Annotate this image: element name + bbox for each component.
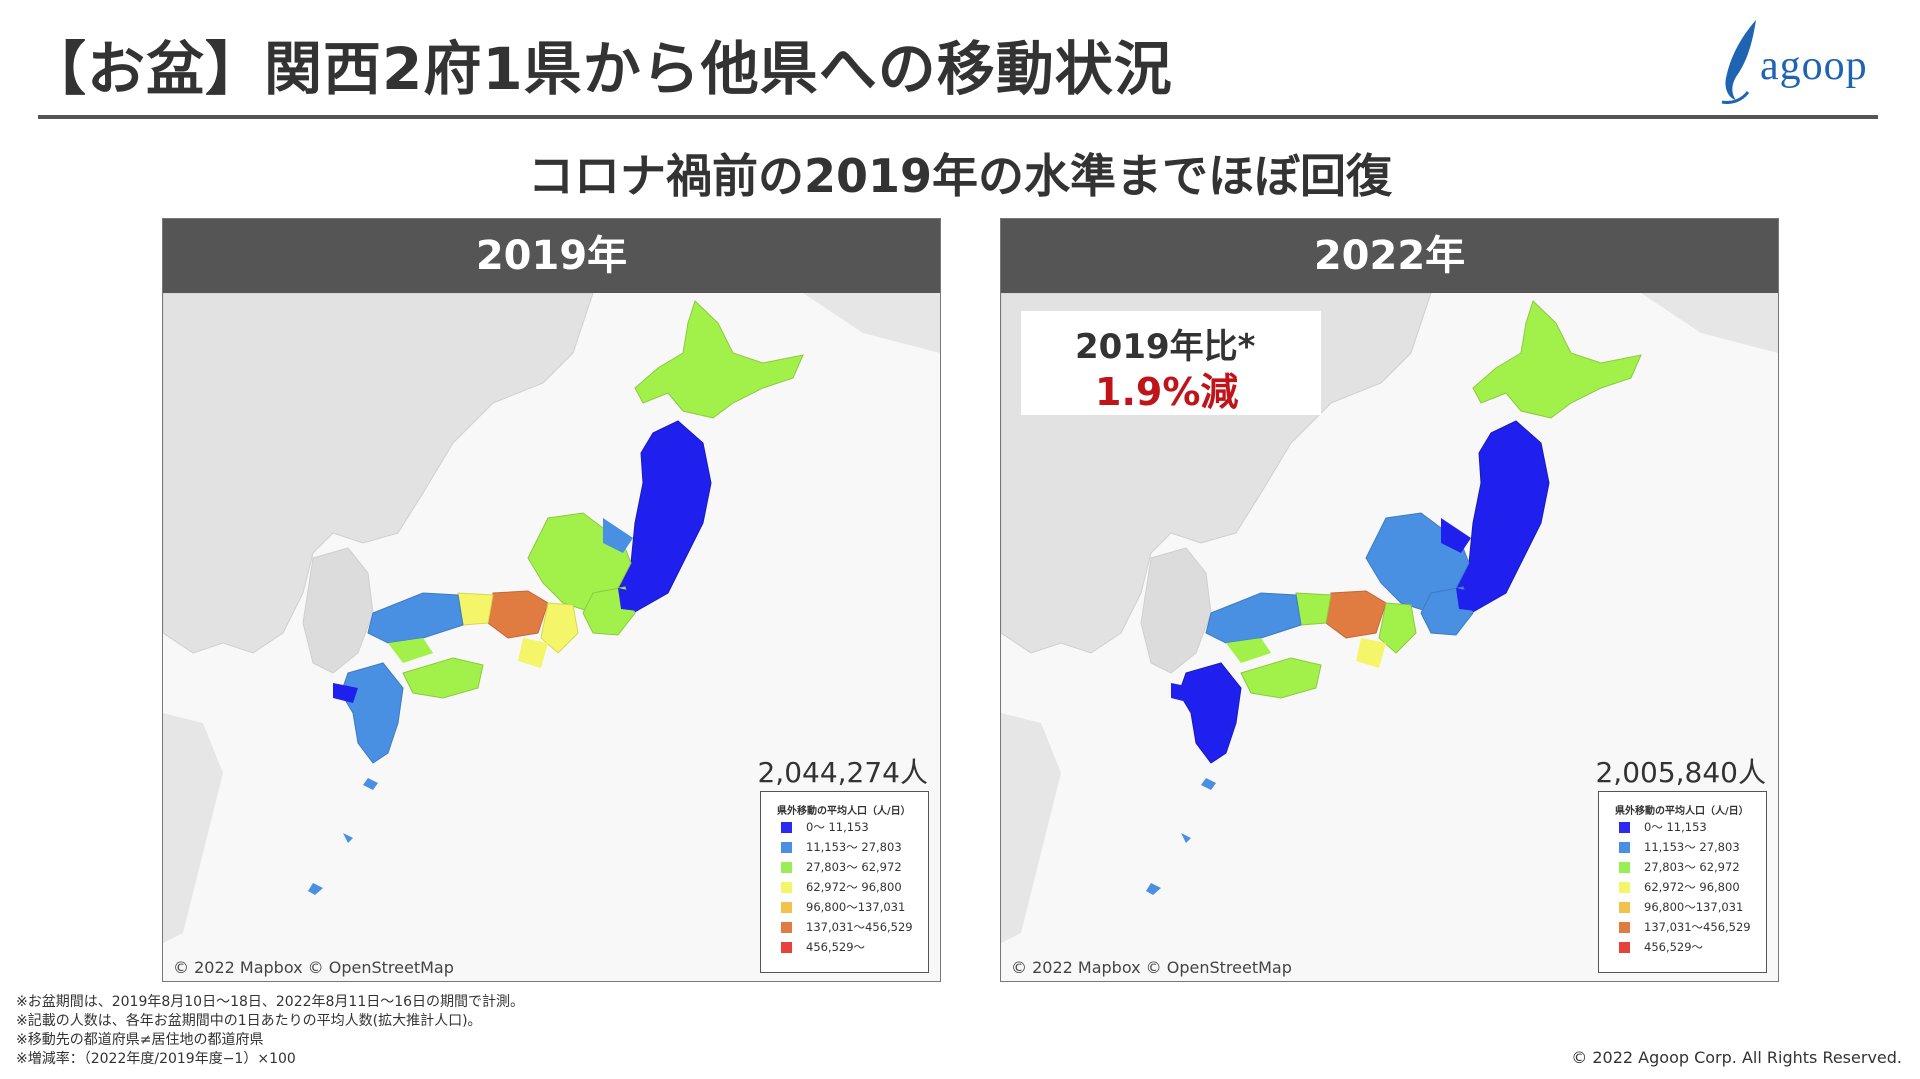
legend-label: 456,529～ — [1644, 940, 1704, 954]
legend-label: 11,153～ 27,803 — [1644, 840, 1740, 854]
legend-label: 0～ 11,153 — [1644, 820, 1707, 834]
legend-label: 62,972～ 96,800 — [806, 880, 902, 894]
comparison-callout: 2019年比* 1.9%減 — [1021, 311, 1321, 415]
legend-item: 96,800～137,031 — [761, 897, 928, 917]
legend-label: 0～ 11,153 — [806, 820, 869, 834]
footnote: ※増減率：（2022年度/2019年度−1）×100 — [16, 1051, 296, 1067]
legend-item: 11,153～ 27,803 — [1599, 837, 1766, 857]
legend-label: 27,803～ 62,972 — [1644, 860, 1740, 874]
legend-title: 県外移動の平均人口（人/日） — [777, 806, 911, 817]
legend-title: 県外移動の平均人口（人/日） — [1615, 806, 1749, 817]
legend-item: 27,803～ 62,972 — [761, 857, 928, 877]
map-panel-2019: 2019年 — [162, 218, 941, 982]
legend-label: 456,529～ — [806, 940, 866, 954]
japan-map — [163, 292, 940, 981]
title-divider — [38, 115, 1878, 119]
legend-item: 137,031～456,529 — [761, 917, 928, 937]
legend-label: 96,800～137,031 — [1644, 900, 1744, 914]
legend-swatch — [781, 821, 792, 833]
callout-label: 2019年比* — [1075, 327, 1256, 367]
agoop-logo: agoop — [1712, 18, 1882, 108]
footnote: ※移動先の都道府県≠居住地の都道府県 — [16, 1032, 264, 1048]
copyright: © 2022 Agoop Corp. All Rights Reserved. — [1571, 1048, 1902, 1067]
legend-label: 96,800～137,031 — [806, 900, 906, 914]
legend-swatch — [781, 841, 792, 853]
legend-swatch — [1619, 921, 1630, 933]
legend-item: 62,972～ 96,800 — [761, 877, 928, 897]
total-count: 2,005,840人 — [1595, 756, 1766, 789]
map-panel-2022: 2022年 2019年比* 1.9%減 — [1000, 218, 1779, 982]
legend-swatch — [781, 881, 792, 893]
legend-item: 96,800～137,031 — [1599, 897, 1766, 917]
total-count: 2,044,274人 — [757, 756, 928, 789]
legend-swatch — [1619, 941, 1630, 953]
quill-icon — [1721, 20, 1756, 104]
logo-text: agoop — [1760, 43, 1868, 89]
legend-label: 137,031～456,529 — [1644, 920, 1751, 934]
legend-item: 137,031～456,529 — [1599, 917, 1766, 937]
legend-item: 456,529～ — [1599, 937, 1766, 957]
legend-swatch — [781, 941, 792, 953]
footnote: ※お盆期間は、2019年8月10日〜18日、2022年8月11日〜16日の期間で… — [16, 994, 525, 1010]
footnote: ※記載の人数は、各年お盆期間中の1日あたりの平均人数(拡大推計人口)。 — [16, 1013, 482, 1029]
panel-year-heading: 2022年 — [1001, 219, 1778, 293]
legend-swatch — [1619, 841, 1630, 853]
page-title: 【お盆】関西2府1県から他県への移動状況 — [28, 35, 1173, 103]
legend-item: 0～ 11,153 — [761, 817, 928, 837]
panel-year-heading: 2019年 — [163, 219, 940, 293]
legend-item: 62,972～ 96,800 — [1599, 877, 1766, 897]
legend-label: 27,803～ 62,972 — [806, 860, 902, 874]
legend-item: 11,153～ 27,803 — [761, 837, 928, 857]
legend-swatch — [1619, 861, 1630, 873]
legend-swatch — [781, 861, 792, 873]
map-legend: 県外移動の平均人口（人/日） 0～ 11,153 11,153～ 27,803 … — [1598, 791, 1767, 973]
subtitle: コロナ禍前の2019年の水準までほぼ回復 — [527, 149, 1393, 203]
footnotes: ※お盆期間は、2019年8月10日〜18日、2022年8月11日〜16日の期間で… — [16, 993, 524, 1069]
callout-value: 1.9%減 — [1095, 370, 1239, 414]
legend-item: 0～ 11,153 — [1599, 817, 1766, 837]
legend-swatch — [1619, 901, 1630, 913]
legend-label: 11,153～ 27,803 — [806, 840, 902, 854]
legend-swatch — [1619, 881, 1630, 893]
map-legend: 県外移動の平均人口（人/日） 0～ 11,153 11,153～ 27,803 … — [760, 791, 929, 973]
map-attribution[interactable]: © 2022 Mapbox © OpenStreetMap — [1011, 958, 1292, 977]
legend-label: 137,031～456,529 — [806, 920, 913, 934]
legend-item: 456,529～ — [761, 937, 928, 957]
map-attribution[interactable]: © 2022 Mapbox © OpenStreetMap — [173, 958, 454, 977]
legend-swatch — [1619, 821, 1630, 833]
legend-swatch — [781, 901, 792, 913]
legend-label: 62,972～ 96,800 — [1644, 880, 1740, 894]
legend-swatch — [781, 921, 792, 933]
legend-item: 27,803～ 62,972 — [1599, 857, 1766, 877]
